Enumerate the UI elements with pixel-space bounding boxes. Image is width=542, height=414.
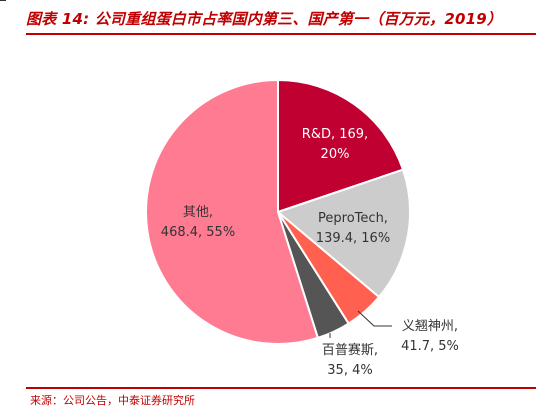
data-label-4-line-2: 35, 4% (327, 363, 372, 378)
data-label-5-line-2: 468.4, 55% (161, 225, 235, 240)
data-label-1-line-2: 20% (321, 147, 350, 162)
data-label-4-line-1: 百普赛斯, (322, 342, 378, 358)
footer-divider (26, 387, 536, 389)
pie-slice-5 (144, 78, 320, 345)
corner-mark (0, 0, 6, 1)
leader-lines (329, 310, 392, 338)
chart-title: 图表 14: 公司重组蛋白市占率国内第三、国产第一（百万元，2019） (26, 10, 503, 28)
data-label-3-line-2: 41.7, 5% (401, 339, 459, 354)
data-label-2-line-2: 139.4, 16% (316, 231, 390, 246)
data-labels: R&D, 169, 20% PeproTech, 139.4, 16% 义翘神州, 41.… (161, 127, 459, 378)
data-label-2-line-1: PeproTech, (318, 211, 388, 226)
data-label-3-line-1: 义翘神州, (402, 319, 458, 334)
leader-line-3 (357, 310, 392, 327)
source-note: 来源：公司公告，中泰证券研究所 (30, 394, 195, 407)
pie-slice-2 (275, 168, 411, 299)
data-label-1-line-1: R&D, 169, (302, 127, 368, 142)
data-label-5-line-1: 其他, (183, 205, 213, 220)
pie-slice-1 (277, 78, 405, 214)
title-divider (26, 33, 536, 35)
pie-slices (144, 78, 411, 345)
